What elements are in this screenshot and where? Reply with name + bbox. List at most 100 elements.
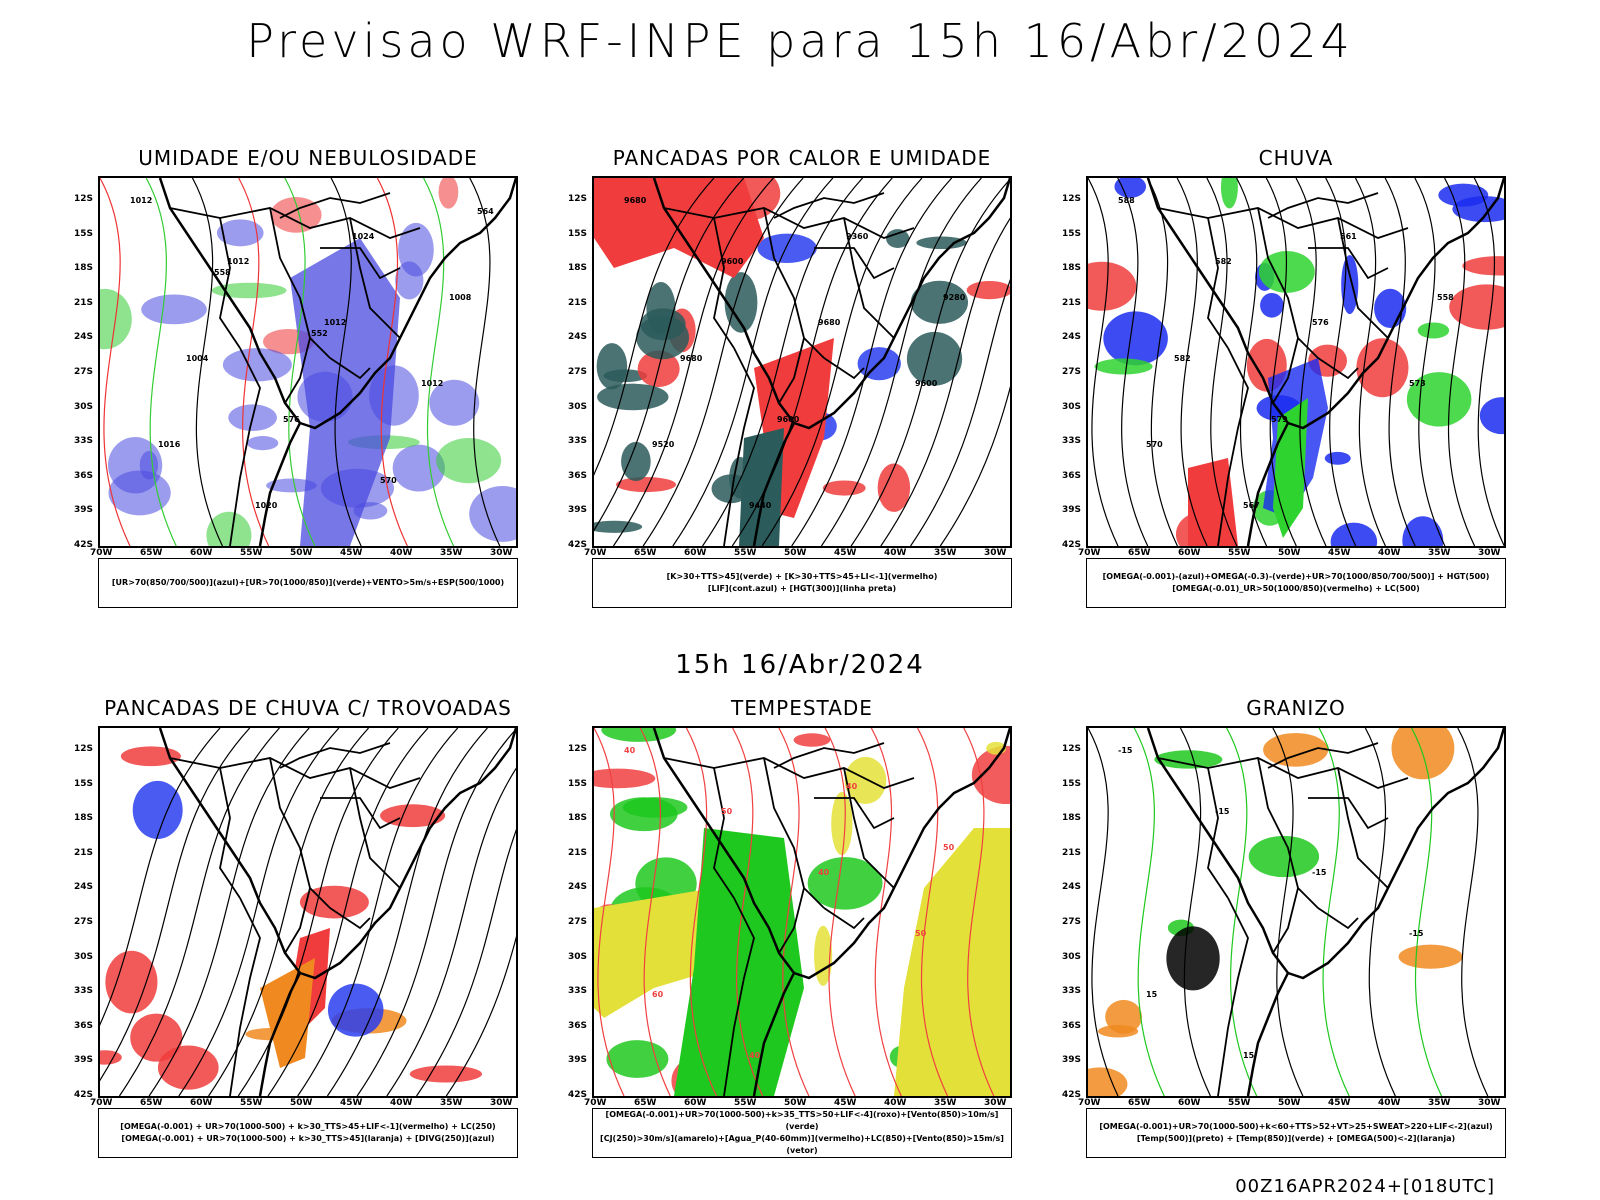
contour-line bbox=[1411, 728, 1443, 1096]
contour-line bbox=[1088, 728, 1119, 1096]
country-border bbox=[723, 897, 755, 1096]
legend-line: [OMEGA(-0.001)+UR>70(1000-500)+k<60+TTS>… bbox=[1099, 1122, 1493, 1131]
contour-label: 1016 bbox=[158, 440, 181, 449]
country-border bbox=[773, 742, 885, 769]
contour-label: 576 bbox=[1312, 318, 1329, 327]
country-border bbox=[723, 347, 755, 546]
shaded-region bbox=[120, 746, 181, 767]
panel-title: GRANIZO bbox=[1246, 696, 1346, 720]
longitude-label: 65W bbox=[1128, 1098, 1151, 1108]
contour-line bbox=[939, 385, 1010, 546]
contour-label: -15 bbox=[1409, 929, 1424, 938]
contour-line bbox=[761, 178, 923, 546]
latitude-label: 12S bbox=[74, 194, 94, 204]
latitude-label: 21S bbox=[568, 847, 588, 858]
longitude-label: 50W bbox=[290, 1098, 313, 1108]
latitude-label: 18S bbox=[568, 813, 588, 824]
latitude-label: 18S bbox=[74, 813, 94, 824]
country-border bbox=[1207, 767, 1229, 899]
coastline bbox=[1246, 972, 1290, 1096]
latitude-label: 27S bbox=[74, 367, 94, 377]
shaded-region bbox=[906, 331, 963, 386]
contour-label: 9600 bbox=[915, 379, 938, 388]
contour-line bbox=[1117, 178, 1149, 546]
contour-label: 15 bbox=[1243, 1051, 1255, 1060]
panel-legend: [OMEGA(-0.001)+UR>70(1000-500)+k>35_TTS>… bbox=[592, 1108, 1012, 1158]
latitude-label: 24S bbox=[568, 332, 588, 343]
longitude-label: 40W bbox=[884, 548, 907, 558]
shaded-region bbox=[299, 885, 369, 919]
latitude-label: 39S bbox=[1062, 1055, 1082, 1066]
contour-line bbox=[963, 728, 995, 1096]
contour-line bbox=[1354, 178, 1386, 546]
shaded-region bbox=[1330, 522, 1378, 546]
humidity-band bbox=[290, 238, 400, 546]
latitude-label: 12S bbox=[568, 744, 588, 754]
shaded-region bbox=[757, 233, 817, 264]
shaded-region bbox=[971, 745, 1010, 805]
country-border bbox=[1217, 897, 1249, 1096]
convection-region bbox=[739, 428, 784, 546]
longitude-label: 35W bbox=[440, 548, 463, 558]
longitude-label: 60W bbox=[684, 1098, 707, 1108]
longitude-label: 65W bbox=[140, 1098, 163, 1108]
country-border bbox=[713, 767, 735, 899]
longitude-label: 65W bbox=[1128, 548, 1151, 558]
longitude-label: 45W bbox=[340, 548, 363, 558]
map-granizo: -15 -15 -15 -15 15 15 bbox=[1086, 726, 1506, 1098]
shaded-region bbox=[105, 950, 158, 1014]
shaded-region bbox=[1220, 178, 1238, 209]
shaded-region bbox=[807, 857, 883, 910]
longitude-label: 65W bbox=[140, 548, 163, 558]
latitude-label: 15S bbox=[74, 228, 94, 239]
latitude-label: 30S bbox=[74, 401, 94, 412]
panel-legend: [OMEGA(-0.001)+UR>70(1000-500)+k<60+TTS>… bbox=[1086, 1108, 1506, 1158]
country-border bbox=[229, 897, 261, 1096]
panel-title: TEMPESTADE bbox=[731, 696, 873, 720]
latitude-label: 33S bbox=[1062, 436, 1082, 447]
longitude-label: 55W bbox=[240, 548, 263, 558]
shaded-region bbox=[1103, 311, 1168, 366]
contour-label: 50 bbox=[915, 929, 927, 938]
latitude-label: 24S bbox=[1062, 882, 1082, 893]
country-border bbox=[1267, 192, 1379, 219]
country-border bbox=[1207, 217, 1229, 349]
contour-label: 40 bbox=[846, 782, 858, 791]
panel-title: CHUVA bbox=[1258, 146, 1334, 170]
shaded-region bbox=[1417, 322, 1450, 339]
map-canvas: 9680 9600 9680 9600 9520 9440 9360 9280 9680 9600 bbox=[594, 178, 1010, 546]
longitude-label: 65W bbox=[634, 548, 657, 558]
shaded-region bbox=[130, 1013, 183, 1062]
contour-line bbox=[1473, 178, 1504, 546]
latitude-label: 42S bbox=[568, 540, 588, 550]
country-border bbox=[1317, 907, 1359, 930]
panel-legend: [UR>70(850/700/500)](azul)+[UR>70(1000/8… bbox=[98, 558, 518, 608]
shaded-region bbox=[877, 463, 911, 512]
latitude-label: 21S bbox=[1062, 847, 1082, 858]
contour-line bbox=[100, 728, 251, 1082]
shaded-region bbox=[822, 480, 866, 496]
panel-legend: [OMEGA(-0.001)-(azul)+OMEGA(-0.3)-(verde… bbox=[1086, 558, 1506, 608]
contour-line bbox=[326, 728, 488, 1096]
contour-label: 558 bbox=[214, 268, 231, 277]
latitude-label: 33S bbox=[568, 986, 588, 997]
shaded-region bbox=[1398, 944, 1463, 969]
country-border bbox=[1308, 797, 1389, 830]
country-border bbox=[823, 357, 865, 380]
map-canvas bbox=[100, 728, 516, 1096]
legend-line: [UR>70(850/700/500)](azul)+[UR>70(1000/8… bbox=[111, 578, 505, 587]
shaded-region bbox=[594, 520, 643, 533]
legend-line: [CJ(250)>30m/s](amarelo)+[Agua_P(40-60mm… bbox=[600, 1134, 1004, 1155]
latitude-label: 27S bbox=[568, 367, 588, 377]
contour-label: 1024 bbox=[352, 232, 375, 241]
panel-legend: [K>30+TTS>45](verde) + [K>30+TTS>45+LI<-… bbox=[592, 558, 1012, 608]
latitude-label: 27S bbox=[568, 917, 588, 927]
contour-line bbox=[1444, 178, 1476, 546]
contour-line bbox=[356, 728, 516, 1096]
contour-line bbox=[118, 728, 280, 1096]
contour-line bbox=[148, 728, 310, 1096]
country-border bbox=[778, 887, 805, 954]
longitude-label: 60W bbox=[190, 1098, 213, 1108]
contour-line bbox=[1226, 728, 1258, 1096]
longitude-label: 50W bbox=[784, 1098, 807, 1108]
